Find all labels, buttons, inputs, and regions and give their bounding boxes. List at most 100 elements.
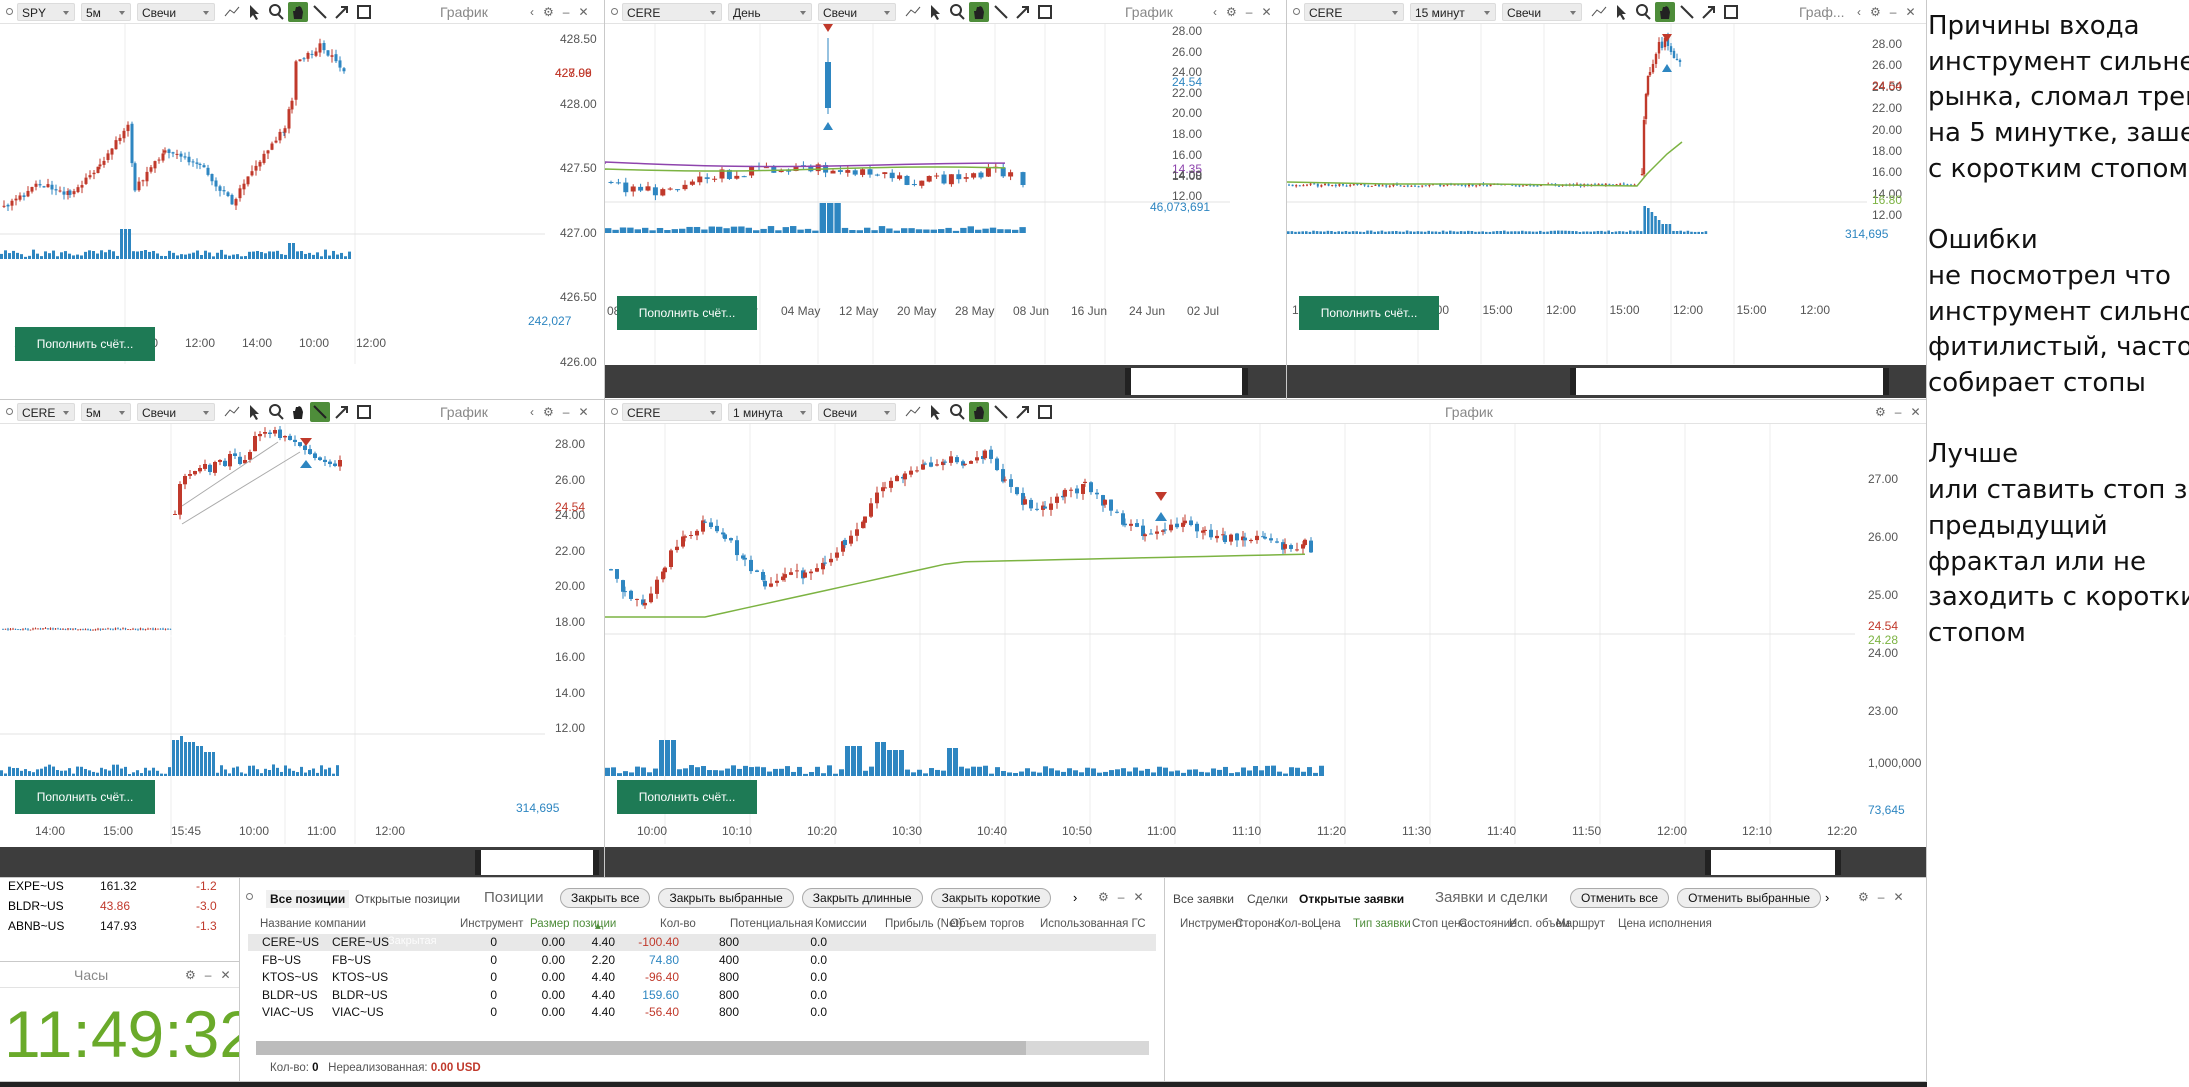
column-header[interactable]: Кол-во [660,918,696,930]
orders-action-button[interactable]: Отменить выбранные [1677,888,1822,908]
column-header[interactable]: Инструмент [1180,918,1244,930]
tab-open-positions[interactable]: Открытые позиции [355,892,461,906]
link-dot-icon[interactable] [1293,8,1300,15]
arrow-tool-icon[interactable] [1013,402,1033,422]
positions-action-button[interactable]: Закрыть все [560,888,651,908]
line-tool-icon[interactable] [991,402,1011,422]
cursor-icon[interactable] [925,2,945,22]
navigator-scrollbar[interactable] [605,365,1286,398]
column-header[interactable]: Цена исполнения [1618,918,1712,930]
interval-select[interactable]: 1 минута [728,402,812,421]
interval-select[interactable]: 5м [81,402,131,421]
watchlist-row[interactable]: BLDR~US 43.86 -3.0 [8,896,238,916]
arrow-tool-icon[interactable] [332,402,352,422]
chevron-right-icon[interactable]: › [1825,890,1830,905]
arrow-tool-icon[interactable] [332,2,352,22]
column-header[interactable]: Инструмент [460,918,524,930]
navigator-scrollbar[interactable] [0,847,604,877]
frame-tool-icon[interactable] [354,402,374,422]
minimize-icon[interactable]: – [1877,890,1885,904]
close-icon[interactable]: ✕ [1133,890,1144,904]
deposit-button[interactable]: Пополнить счёт... [617,296,757,330]
cursor-icon[interactable] [244,2,264,22]
zoom-icon[interactable] [266,2,286,22]
indicators-icon[interactable] [222,2,242,22]
column-header[interactable]: Стоп цена [1412,918,1467,930]
tab-all-orders[interactable]: Все заявки [1173,892,1235,906]
gear-icon[interactable]: ⚙ [543,5,554,19]
frame-tool-icon[interactable] [1035,402,1055,422]
navigator-scrollbar[interactable] [1287,365,1926,398]
deposit-button[interactable]: Пополнить счёт... [1299,296,1439,330]
line-tool-icon[interactable] [310,2,330,22]
link-dot-icon[interactable] [6,408,13,415]
tab-deals[interactable]: Сделки [1247,892,1288,906]
close-icon[interactable]: ✕ [1261,5,1272,19]
frame-tool-icon[interactable] [1721,2,1741,22]
zoom-icon[interactable] [947,402,967,422]
column-header[interactable]: Объем торгов [950,918,1025,930]
table-row[interactable] [248,934,1156,951]
table-row[interactable] [248,1004,1156,1021]
column-header[interactable]: Потенциальная [730,918,814,930]
column-header[interactable]: Размер позиции [530,918,617,930]
close-icon[interactable]: ✕ [1910,405,1921,419]
column-header[interactable]: Прибыль (Net) [885,918,963,930]
indicators-icon[interactable] [222,402,242,422]
indicators-icon[interactable] [903,2,923,22]
pan-hand-icon[interactable] [969,1,989,22]
interval-select[interactable]: День [728,2,812,21]
column-header[interactable]: Использованная ГС [1040,918,1146,930]
watchlist-row[interactable]: EXPE~US 161.32 -1.2 [8,878,238,896]
gear-icon[interactable]: ⚙ [185,968,196,982]
gear-icon[interactable]: ⚙ [1858,890,1869,904]
minimize-icon[interactable]: – [1245,5,1253,19]
pan-hand-icon[interactable] [288,1,308,22]
minimize-icon[interactable]: – [1889,5,1897,19]
navigator-scrollbar[interactable] [605,847,1926,877]
symbol-select[interactable]: SPY [17,2,75,21]
column-header[interactable]: Цена [1313,918,1341,930]
link-dot-icon[interactable] [611,408,618,415]
deposit-button[interactable]: Пополнить счёт... [617,780,757,814]
candlestick-chart[interactable] [0,424,545,844]
chart-type-select[interactable]: Свечи [818,2,896,21]
column-header[interactable]: Состояние [1459,918,1517,930]
symbol-select[interactable]: CERE [622,2,722,21]
table-row[interactable] [248,952,1156,969]
candlestick-chart[interactable] [605,24,1230,364]
chevron-left-icon[interactable]: ‹ [530,5,534,19]
gear-icon[interactable]: ⚙ [1875,405,1886,419]
pan-hand-icon[interactable] [288,402,308,422]
cursor-icon[interactable] [244,402,264,422]
line-tool-icon[interactable] [1677,2,1697,22]
line-tool-icon[interactable] [310,401,330,422]
pan-hand-icon[interactable] [1655,1,1675,22]
symbol-select[interactable]: CERE [17,402,75,421]
chart-type-select[interactable]: Свечи [137,402,215,421]
gear-icon[interactable]: ⚙ [543,405,554,419]
minimize-icon[interactable]: – [1117,890,1125,904]
positions-action-button[interactable]: Закрыть длинные [801,888,923,908]
pan-hand-icon[interactable] [969,401,989,422]
deposit-button[interactable]: Пополнить счёт... [15,780,155,814]
minimize-icon[interactable]: – [562,405,570,419]
chevron-left-icon[interactable]: ‹ [1213,5,1217,19]
link-dot-icon[interactable] [246,893,253,900]
column-header[interactable]: Название компании [260,918,366,930]
minimize-icon[interactable]: – [1894,405,1902,419]
indicators-icon[interactable] [903,402,923,422]
symbol-select[interactable]: CERE [622,402,722,421]
column-header[interactable]: Исп. объем [1509,918,1570,930]
cursor-icon[interactable] [1611,2,1631,22]
zoom-icon[interactable] [947,2,967,22]
gear-icon[interactable]: ⚙ [1870,5,1881,19]
symbol-select[interactable]: CERE [1304,2,1404,21]
zoom-icon[interactable] [1633,2,1653,22]
chevron-right-icon[interactable]: › [1073,890,1078,905]
link-dot-icon[interactable] [6,8,13,15]
interval-select[interactable]: 5м [81,2,131,21]
close-icon[interactable]: ✕ [578,405,589,419]
gear-icon[interactable]: ⚙ [1226,5,1237,19]
deposit-button[interactable]: Пополнить счёт... [15,327,155,361]
